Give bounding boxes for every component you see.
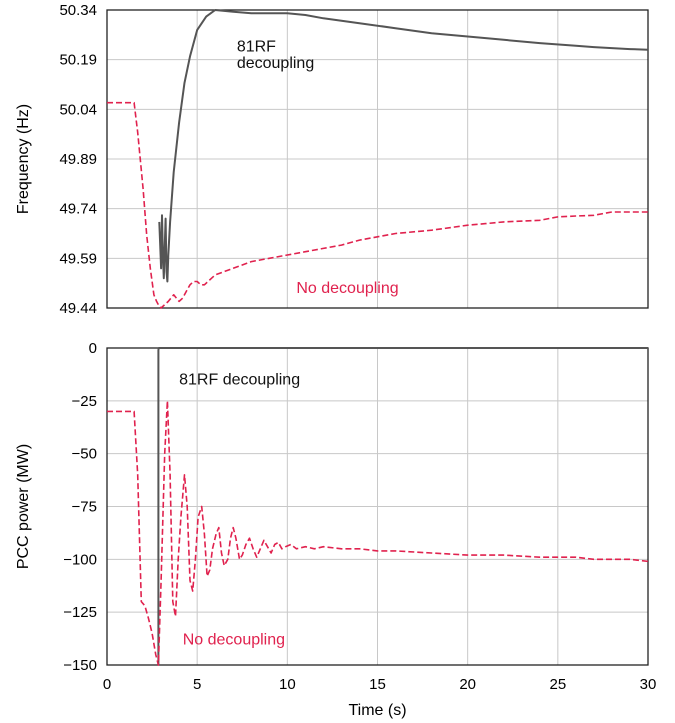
y-tick-label: 50.19 <box>59 52 97 69</box>
x-tick-label: 20 <box>459 676 476 693</box>
y-tick-label: −125 <box>63 604 97 621</box>
plot-frame <box>106 9 649 309</box>
x-tick-label: 25 <box>549 676 566 693</box>
series-line-no-decoupling <box>107 399 648 666</box>
x-tick-label: 15 <box>369 676 386 693</box>
y-tick-label: −100 <box>63 551 97 568</box>
annotation-label: 81RF <box>237 38 276 55</box>
y-tick-label: 49.59 <box>59 250 97 267</box>
series-line-no-decoupling <box>107 101 648 309</box>
frequency-panel: 49.44 49.59 49.74 49.89 50.04 50.19 50.34 Frequ… <box>15 2 649 317</box>
series-line-81rf-decoupling <box>157 347 648 665</box>
y-tick-label: −25 <box>72 393 97 410</box>
y-axis-label: Frequency (Hz) <box>15 104 32 214</box>
x-tick-label: 30 <box>640 676 657 693</box>
annotation-label: No decoupling <box>183 632 285 649</box>
y-tick-label: 50.34 <box>59 2 97 19</box>
y-tick-label: −50 <box>72 446 97 463</box>
annotation-label: 81RF decoupling <box>179 372 300 389</box>
y-axis-label: PCC power (MW) <box>15 444 32 569</box>
x-tick-label: 5 <box>193 676 201 693</box>
y-tick-label: 49.89 <box>59 151 97 168</box>
x-tick-label: 10 <box>279 676 296 693</box>
pcc-power-panel: 0 −25 −50 −75 −100 −125 −150 0 5 10 15 20 25 30 PCC po… <box>15 340 656 719</box>
y-tick-label: 49.74 <box>59 201 97 218</box>
y-tick-label: 49.44 <box>59 300 97 317</box>
annotation-label: decoupling <box>237 55 314 72</box>
y-tick-label: −75 <box>72 499 97 516</box>
y-tick-label: 0 <box>89 340 97 357</box>
series-line-81rf-decoupling <box>158 9 648 283</box>
annotation-label: No decoupling <box>296 280 398 297</box>
y-tick-label: −150 <box>63 657 97 674</box>
y-tick-label: 50.04 <box>59 101 97 118</box>
x-axis-label: Time (s) <box>348 702 406 719</box>
x-tick-label: 0 <box>103 676 111 693</box>
